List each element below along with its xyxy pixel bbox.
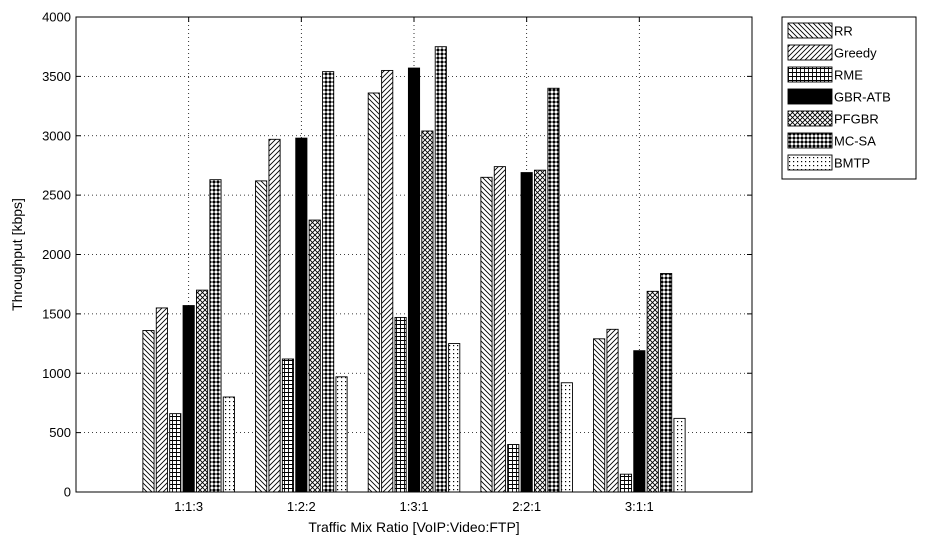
bar-bmtp-1-1-3 — [222, 396, 235, 493]
legend-swatch — [787, 22, 833, 39]
x-tick-label: 1:1:3 — [174, 499, 203, 514]
x-tick-label: 1:2:2 — [287, 499, 316, 514]
bar-rme-1-1-3 — [169, 413, 182, 493]
bar-gbr-atb-3-1-1 — [633, 350, 646, 493]
bar-greedy-2-2-1 — [493, 166, 506, 493]
bar-rr-3-1-1 — [593, 338, 606, 493]
bar-rr-1-3-1 — [367, 92, 380, 493]
legend-swatch — [787, 44, 833, 61]
bar-mc-sa-1-3-1 — [434, 46, 447, 493]
bar-pfgbr-2-2-1 — [534, 169, 547, 493]
x-axis-ticks: 1:1:3 1:2:2 1:3:1 2:2:1 3:1:1 — [174, 17, 654, 514]
legend-swatch — [787, 132, 833, 149]
bar-mc-sa-1-1-3 — [209, 179, 222, 493]
y-tick-label: 0 — [64, 485, 71, 500]
bar-greedy-1-1-3 — [155, 307, 168, 493]
y-tick-label: 4000 — [42, 10, 71, 25]
bar-greedy-3-1-1 — [606, 328, 619, 493]
legend-label: BMTP — [834, 156, 870, 171]
bar-gbr-atb-2-2-1 — [520, 172, 533, 493]
bars-group — [142, 46, 686, 493]
legend-label: PFGBR — [834, 112, 879, 127]
bar-gbr-atb-1-1-3 — [182, 305, 195, 493]
bar-gbr-atb-1-2-2 — [295, 137, 308, 493]
legend-swatch — [787, 154, 833, 171]
legend-label: GBR-ATB — [834, 90, 891, 105]
bar-rme-1-2-2 — [281, 358, 294, 493]
y-tick-label: 3000 — [42, 128, 71, 143]
y-axis-title: Throughput [kbps] — [9, 198, 25, 311]
bar-bmtp-2-2-1 — [560, 382, 573, 493]
y-axis-ticks: 0 500 1000 1500 2000 2500 3000 3500 4000 — [42, 10, 752, 500]
bar-pfgbr-1-2-2 — [308, 219, 321, 493]
bar-pfgbr-1-3-1 — [421, 130, 434, 493]
legend-swatch — [787, 110, 833, 127]
x-tick-label: 1:3:1 — [400, 499, 429, 514]
bar-gbr-atb-1-3-1 — [407, 67, 421, 493]
bar-rr-2-2-1 — [480, 176, 493, 493]
legend-swatch — [787, 66, 833, 83]
bar-rr-1-1-3 — [142, 330, 155, 493]
bar-rme-1-3-1 — [394, 316, 407, 493]
bar-rr-1-2-2 — [255, 180, 268, 493]
legend-swatch — [787, 88, 833, 105]
bar-greedy-1-3-1 — [381, 69, 394, 493]
bar-pfgbr-1-1-3 — [196, 289, 209, 493]
legend-label: RR — [834, 24, 853, 39]
y-tick-label: 500 — [49, 425, 71, 440]
y-tick-label: 2000 — [42, 247, 71, 262]
bar-bmtp-3-1-1 — [673, 417, 686, 493]
x-tick-label: 2:2:1 — [512, 499, 541, 514]
y-tick-label: 3500 — [42, 69, 71, 84]
bar-pfgbr-3-1-1 — [646, 290, 659, 493]
y-tick-label: 1500 — [42, 306, 71, 321]
y-tick-label: 2500 — [42, 188, 71, 203]
y-tick-label: 1000 — [42, 366, 71, 381]
bar-mc-sa-2-2-1 — [547, 87, 560, 493]
bar-bmtp-1-2-2 — [335, 376, 348, 493]
bar-mc-sa-1-2-2 — [322, 71, 335, 493]
legend: RR Greedy RME GBR-ATB PFGBR MC-SA BMTP — [781, 16, 917, 180]
bar-bmtp-1-3-1 — [448, 343, 461, 493]
bar-mc-sa-3-1-1 — [660, 273, 673, 493]
legend-label: Greedy — [834, 46, 877, 61]
legend-label: MC-SA — [834, 134, 876, 149]
bar-rme-2-2-1 — [507, 444, 520, 493]
x-axis-title: Traffic Mix Ratio [VoIP:Video:FTP] — [308, 519, 519, 535]
bar-greedy-1-2-2 — [268, 138, 281, 493]
legend-label: RME — [834, 68, 863, 83]
x-tick-label: 3:1:1 — [625, 499, 654, 514]
bar-rme-3-1-1 — [619, 473, 632, 493]
